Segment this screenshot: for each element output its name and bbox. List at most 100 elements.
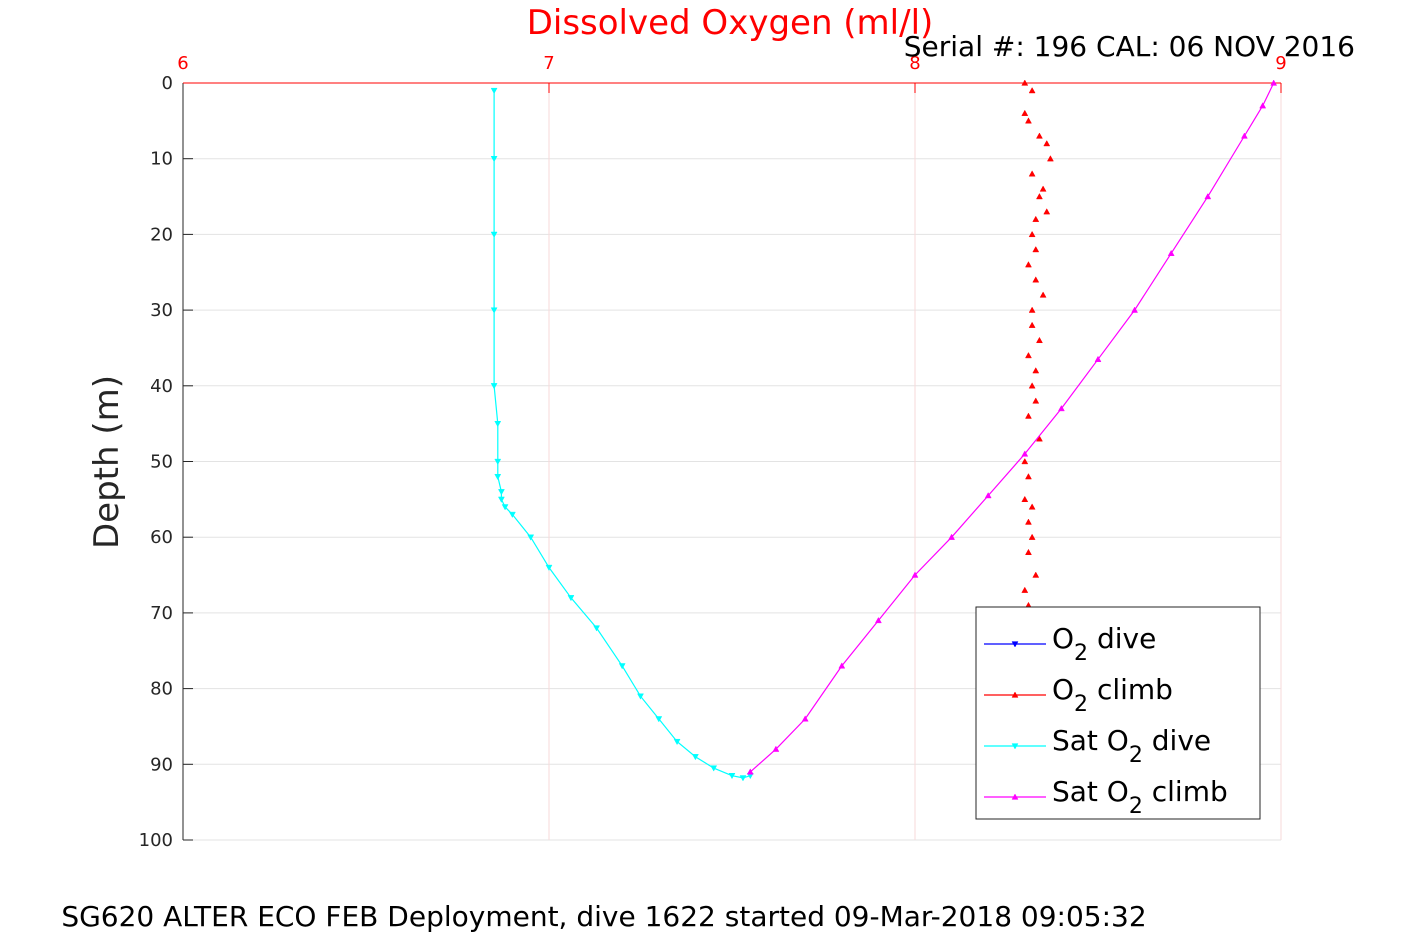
x-tick-label: 8 [909, 53, 920, 74]
sat_o2_dive-point [501, 504, 509, 511]
o2_climb-point [1028, 503, 1036, 510]
sat_o2_dive-point [593, 625, 601, 632]
sat_o2_dive-point [691, 754, 699, 761]
legend-swatch-marker [1011, 641, 1019, 648]
sat_o2_climb-point [1270, 79, 1278, 86]
sat_o2_dive-point [497, 489, 505, 496]
sat_o2_dive-point [490, 156, 498, 163]
sat_o2_dive-point [490, 87, 498, 95]
o2_climb-point [1032, 215, 1040, 222]
sat_o2_dive-point [494, 421, 502, 428]
y-tick-label: 60 [150, 527, 173, 548]
sat_o2_dive-point [567, 595, 575, 602]
o2_climb-point [1021, 586, 1029, 593]
sat_o2_dive-series [490, 87, 754, 782]
sat_o2_dive-point [490, 231, 498, 238]
legend: O2 dive O2 climb Sat O2 dive Sat O2 climb [975, 606, 1261, 820]
legend-swatch-marker [1011, 793, 1019, 800]
o2_climb-point [1043, 140, 1051, 147]
y-tick-label: 10 [150, 149, 173, 170]
x-tick-label: 6 [177, 53, 188, 74]
series-layer [490, 79, 1278, 782]
o2_climb-point [1028, 170, 1036, 177]
sat_o2_climb-series [746, 79, 1278, 775]
sat_o2_dive-point [710, 765, 718, 772]
sat_o2_climb-point [1021, 450, 1029, 457]
sat_o2_dive-point [527, 534, 535, 541]
o2_climb-point [1028, 382, 1036, 389]
footer-caption: SG620 ALTER ECO FEB Deployment, dive 162… [61, 900, 1146, 933]
sat_o2_climb-point [1131, 306, 1139, 313]
o2_climb-point [1039, 185, 1047, 192]
o2_climb-point [1036, 336, 1043, 344]
o2_climb-point [1028, 87, 1036, 94]
o2_climb-point [1028, 230, 1036, 238]
o2_climb-point [1025, 518, 1032, 525]
sat_o2_dive-point [637, 693, 644, 700]
y-tick-label: 20 [150, 224, 173, 245]
o2_climb-point [1032, 571, 1040, 578]
o2_climb-point [1021, 457, 1029, 465]
sat_o2_dive-point [494, 473, 502, 481]
y-tick-label: 40 [150, 376, 173, 397]
sat_o2_climb-point [1057, 404, 1065, 412]
sat_o2_climb-point [1259, 102, 1267, 109]
o2_climb-point [1043, 208, 1051, 215]
o2_climb-point [1028, 321, 1036, 328]
o2_climb-point [1025, 261, 1032, 268]
sat_o2_dive-point [490, 383, 498, 390]
sat_o2_climb-point [746, 768, 754, 775]
o2_climb-point [1021, 79, 1029, 86]
legend-label: O2 climb [1052, 673, 1173, 717]
sat_o2_dive-point [497, 496, 505, 503]
sat_o2_dive-point [508, 511, 516, 519]
o2_climb-point [1032, 367, 1040, 374]
x-tick-label: 9 [1275, 53, 1286, 74]
o2_climb-point [1032, 246, 1040, 253]
y-tick-label: 50 [150, 452, 173, 473]
o2_climb-point [1032, 276, 1040, 283]
legend-label: Sat O2 climb [1052, 775, 1228, 819]
sat_o2_dive-point [490, 307, 498, 314]
y-tick-label: 80 [150, 679, 173, 700]
axes: 0 10 20 30 40 50 60 70 80 90 100 6 7 8 9 [139, 53, 1287, 851]
chart-title: Dissolved Oxygen (ml/l) [527, 3, 934, 43]
o2_climb-point [1036, 193, 1043, 200]
o2_climb-point [1025, 412, 1032, 419]
sat_o2_dive-point [655, 716, 663, 723]
y-tick-label: 0 [162, 73, 173, 94]
sat_o2_climb-point [948, 533, 956, 540]
sat_o2_dive-point [494, 458, 502, 466]
o2_climb-point [1025, 117, 1032, 124]
sat_o2_dive-point [545, 564, 553, 571]
sat_o2_dive-point [618, 663, 626, 670]
o2_climb-point [1021, 495, 1029, 502]
o2_climb-point [1028, 533, 1036, 540]
y-tick-label: 90 [150, 754, 173, 775]
o2_climb-point [1032, 397, 1040, 404]
y-tick-label: 30 [150, 300, 173, 321]
sat_o2_climb-point [1167, 249, 1175, 256]
sat_o2_climb-point [801, 715, 809, 722]
legend-label: Sat O2 dive [1052, 724, 1211, 768]
sat_o2_climb-point [1094, 355, 1102, 362]
o2_climb-point [1025, 352, 1032, 359]
sat_o2_climb-point [874, 616, 882, 624]
sat_o2_climb-point [772, 745, 780, 752]
sat_o2_climb-point [1240, 132, 1248, 139]
o2_climb-point [1039, 291, 1047, 298]
legend-label: O2 dive [1052, 622, 1156, 666]
sat_o2_climb-point [1204, 193, 1212, 200]
legend-swatch-marker [1011, 691, 1019, 698]
sat_o2_dive-point [739, 775, 747, 782]
sat_o2_climb-point [984, 492, 992, 499]
y-tick-label: 100 [139, 830, 173, 851]
y-tick-label: 70 [150, 603, 173, 624]
sat_o2_dive-point [728, 773, 736, 780]
o2_climb-point [1025, 548, 1032, 555]
o2_climb-point [1028, 306, 1036, 313]
x-tick-label: 7 [543, 53, 554, 74]
sat_o2_climb-point [838, 662, 846, 669]
o2_climb-point [1021, 109, 1029, 116]
